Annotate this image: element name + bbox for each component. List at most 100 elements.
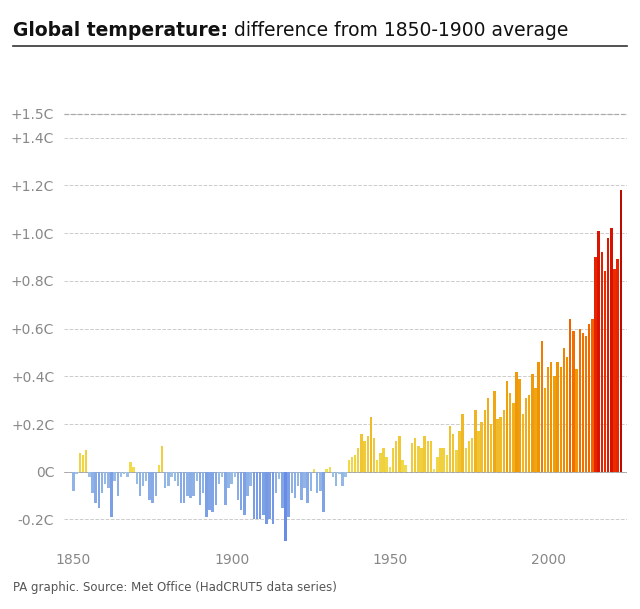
Bar	[414, 438, 417, 472]
Bar	[202, 472, 204, 493]
Bar	[259, 472, 261, 519]
Bar	[151, 472, 154, 503]
Bar	[445, 455, 448, 472]
Bar	[211, 472, 214, 512]
Bar	[427, 441, 429, 472]
Bar	[385, 457, 388, 472]
Bar	[132, 467, 135, 472]
Bar	[388, 467, 391, 472]
Bar	[97, 472, 100, 507]
Bar	[474, 410, 477, 472]
Bar	[310, 472, 312, 491]
Bar	[522, 415, 524, 472]
Bar	[193, 472, 195, 496]
Bar	[424, 436, 426, 472]
Bar	[253, 472, 255, 519]
Bar	[271, 472, 274, 524]
Bar	[186, 472, 189, 496]
Bar	[205, 472, 207, 517]
Bar	[139, 472, 141, 496]
Bar	[588, 324, 591, 472]
Text: Global temperature:: Global temperature:	[13, 21, 228, 40]
Bar	[167, 472, 170, 486]
Bar	[496, 419, 499, 472]
Bar	[591, 319, 594, 472]
Bar	[528, 395, 531, 472]
Bar	[458, 431, 461, 472]
Bar	[392, 448, 394, 472]
Bar	[291, 472, 293, 493]
Bar	[275, 472, 277, 493]
Bar	[243, 472, 246, 515]
Bar	[284, 472, 287, 541]
Bar	[547, 367, 549, 472]
Bar	[76, 472, 78, 474]
Bar	[490, 424, 492, 472]
Bar	[401, 460, 404, 472]
Bar	[442, 448, 445, 472]
Bar	[452, 434, 454, 472]
Bar	[234, 472, 236, 476]
Bar	[616, 259, 619, 472]
Bar	[110, 472, 113, 517]
Bar	[534, 389, 537, 472]
Bar	[157, 465, 160, 472]
Bar	[382, 448, 385, 472]
Bar	[126, 472, 129, 476]
Bar	[230, 472, 233, 484]
Bar	[544, 389, 546, 472]
Bar	[136, 472, 138, 484]
Bar	[468, 441, 470, 472]
Bar	[316, 472, 318, 493]
Bar	[370, 417, 372, 472]
Bar	[72, 472, 75, 491]
Bar	[116, 472, 119, 496]
Bar	[214, 472, 217, 505]
Bar	[88, 472, 90, 476]
Bar	[499, 417, 502, 472]
Bar	[328, 467, 331, 472]
Bar	[398, 436, 401, 472]
Bar	[572, 331, 575, 472]
Bar	[250, 472, 252, 486]
Bar	[224, 472, 227, 505]
Bar	[145, 472, 147, 481]
Bar	[123, 472, 125, 474]
Bar	[512, 403, 515, 472]
Bar	[92, 472, 93, 493]
Bar	[297, 472, 300, 486]
Bar	[307, 472, 309, 503]
Bar	[493, 390, 495, 472]
Bar	[550, 362, 552, 472]
Bar	[379, 452, 381, 472]
Text: PA graphic. Source: Met Office (HadCRUT5 data series): PA graphic. Source: Met Office (HadCRUT5…	[13, 581, 337, 594]
Bar	[449, 426, 451, 472]
Bar	[262, 472, 264, 515]
Bar	[465, 448, 467, 472]
Bar	[338, 472, 340, 474]
Bar	[268, 472, 271, 519]
Bar	[585, 336, 588, 472]
Bar	[325, 470, 328, 472]
Bar	[601, 252, 603, 472]
Bar	[287, 472, 290, 517]
Bar	[183, 472, 186, 503]
Bar	[411, 443, 413, 472]
Bar	[189, 472, 192, 498]
Bar	[161, 446, 163, 472]
Bar	[509, 393, 511, 472]
Bar	[129, 462, 132, 472]
Bar	[173, 472, 176, 481]
Bar	[461, 415, 464, 472]
Bar	[322, 472, 324, 512]
Bar	[154, 472, 157, 496]
Bar	[531, 374, 534, 472]
Bar	[335, 472, 337, 486]
Bar	[541, 340, 543, 472]
Bar	[344, 472, 347, 476]
Bar	[420, 448, 423, 472]
Bar	[566, 357, 568, 472]
Bar	[278, 472, 280, 479]
Bar	[348, 460, 350, 472]
Bar	[294, 472, 296, 498]
